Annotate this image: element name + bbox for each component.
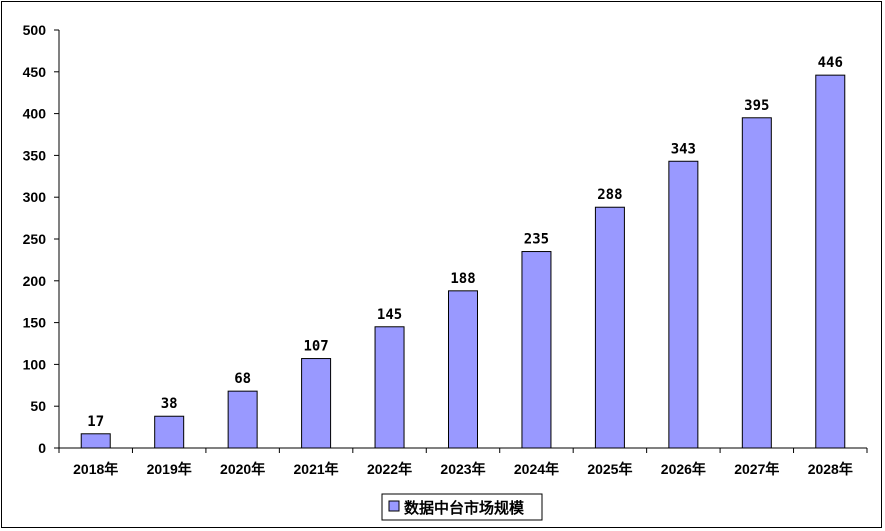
- y-tick-label: 50: [30, 398, 46, 414]
- bar: [227, 390, 258, 449]
- x-tick-label: 2018年: [73, 461, 118, 477]
- data-label: 288: [597, 187, 622, 203]
- data-label: 235: [524, 232, 549, 248]
- data-label: 38: [161, 396, 178, 412]
- legend: 数据中台市场规模: [381, 493, 543, 521]
- y-tick-label: 250: [23, 231, 47, 247]
- x-tick-label: 2021年: [294, 461, 339, 477]
- bar: [594, 206, 625, 449]
- data-labels: 17 38 68 107 145 188 235 288 343 395 446: [87, 55, 843, 430]
- y-tick-label: 450: [23, 64, 47, 80]
- legend-label: 数据中台市场规模: [404, 499, 525, 517]
- data-label: 17: [87, 414, 104, 430]
- y-tick-label: 0: [38, 440, 46, 456]
- bar: [374, 326, 405, 449]
- bar: [448, 290, 478, 449]
- legend-box: [381, 493, 543, 521]
- data-label: 395: [744, 98, 769, 114]
- y-tick-label: 200: [23, 273, 47, 289]
- bar: [521, 251, 552, 449]
- y-tick-label: 150: [23, 315, 47, 331]
- legend-swatch: [388, 500, 400, 512]
- y-axis: 0 50 100 150 200 250 300 350 400 450 500: [23, 22, 60, 456]
- bar: [80, 433, 111, 449]
- data-label: 188: [450, 271, 475, 287]
- y-tick-label: 300: [23, 189, 47, 205]
- data-label: 145: [377, 307, 402, 323]
- data-label: 446: [818, 55, 843, 71]
- y-tick-label: 500: [23, 22, 47, 38]
- data-label: 107: [303, 339, 328, 355]
- bar: [154, 415, 185, 449]
- x-tick-label: 2019年: [147, 461, 192, 477]
- bar: [741, 117, 772, 449]
- data-label: 343: [671, 141, 696, 157]
- y-tick-label: 100: [23, 356, 47, 372]
- x-tick-label: 2028年: [808, 461, 853, 477]
- x-tick-label: 2027年: [734, 461, 779, 477]
- x-tick-label: 2024年: [514, 461, 559, 477]
- y-tick-label: 400: [23, 106, 47, 122]
- data-label: 68: [234, 371, 251, 387]
- x-tick-label: 2023年: [440, 461, 485, 477]
- bar: [301, 358, 332, 449]
- x-tick-label: 2022年: [367, 461, 412, 477]
- x-axis: 2018年 2019年 2020年 2021年 2022年 2023年 2024年 2025年…: [58, 447, 868, 477]
- bars: [80, 74, 846, 449]
- x-tick-label: 2026年: [661, 461, 706, 477]
- y-tick-label: 350: [23, 147, 47, 163]
- bar: [668, 160, 699, 449]
- x-tick-label: 2025年: [587, 461, 632, 477]
- x-tick-label: 2020年: [220, 461, 265, 477]
- bar: [815, 74, 846, 449]
